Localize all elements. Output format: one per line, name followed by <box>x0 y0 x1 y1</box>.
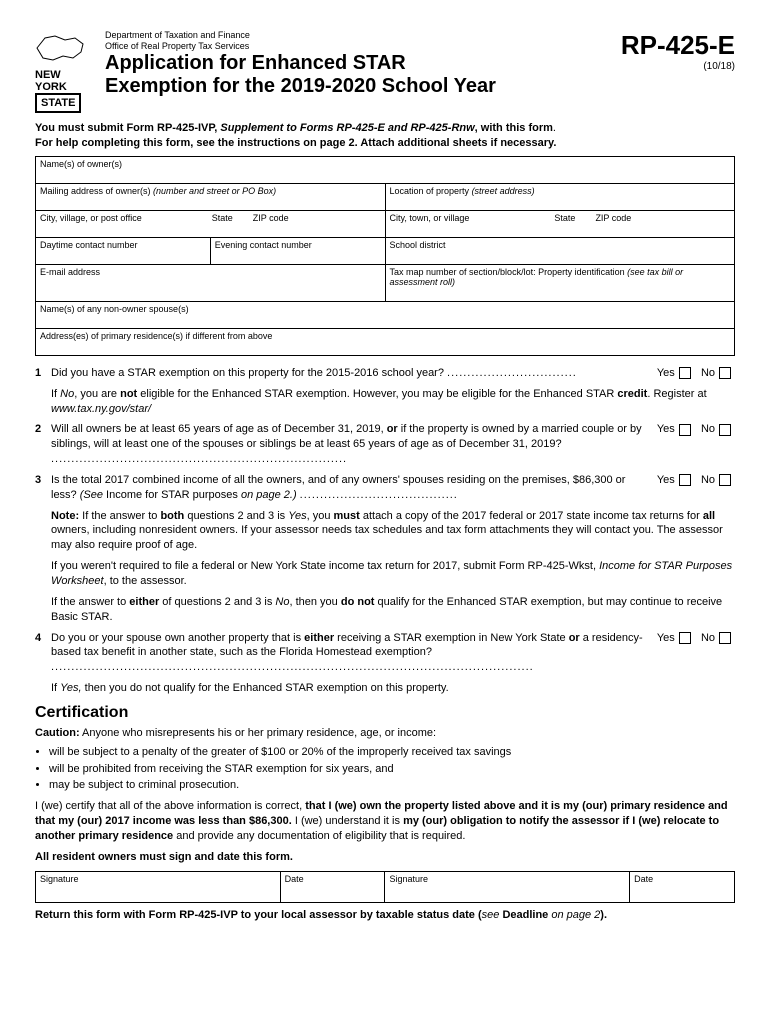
dept-line1: Department of Taxation and Finance <box>105 30 621 41</box>
title-block: Department of Taxation and Finance Offic… <box>105 30 621 98</box>
form-number: RP-425-E <box>621 30 735 61</box>
signature-table: Signature Date Signature Date <box>35 871 735 903</box>
caution-li3: may be subject to criminal prosecution. <box>49 778 735 793</box>
q3-note: Note: If the answer to both questions 2 … <box>51 509 735 554</box>
owner-info-table: Name(s) of owner(s) Mailing address of o… <box>35 156 735 356</box>
q1-num: 1 <box>35 366 51 381</box>
field-city1[interactable]: City, village, or post office State ZIP … <box>36 210 386 237</box>
nys-outline-icon <box>35 30 85 66</box>
question-4: 4 Do you or your spouse own another prop… <box>35 631 735 676</box>
logo-line1: NEW <box>35 69 61 81</box>
certification-heading: Certification <box>35 704 735 722</box>
instructions: You must submit Form RP-425-IVP, Supplem… <box>35 121 735 150</box>
field-taxmap[interactable]: Tax map number of section/block/lot: Pro… <box>385 264 735 301</box>
field-city2[interactable]: City, town, or village State ZIP code <box>385 210 735 237</box>
field-school[interactable]: School district <box>385 237 735 264</box>
caution-label: Caution: <box>35 727 80 739</box>
q4-no-label: No <box>701 632 715 644</box>
caution-li2: will be prohibited from receiving the ST… <box>49 762 735 777</box>
field-mailing-address[interactable]: Mailing address of owner(s) (number and … <box>36 183 386 210</box>
q2-num: 2 <box>35 422 51 467</box>
q3-no-label: No <box>701 474 715 486</box>
field-primary-residence[interactable]: Address(es) of primary residence(s) if d… <box>36 328 735 355</box>
signature-2[interactable]: Signature <box>385 871 630 902</box>
form-date: (10/18) <box>621 61 735 72</box>
q2-no-checkbox[interactable] <box>719 424 731 436</box>
q2a: Will all owners be at least 65 years of … <box>51 423 387 435</box>
q1-no-checkbox[interactable] <box>719 367 731 379</box>
q3-yes-label: Yes <box>657 474 675 486</box>
certify-text: I (we) certify that all of the above inf… <box>35 799 735 844</box>
field-nonowner-spouse[interactable]: Name(s) of any non-owner spouse(s) <box>36 301 735 328</box>
instr2: For help completing this form, see the i… <box>35 137 556 149</box>
question-3: 3 Is the total 2017 combined income of a… <box>35 473 735 503</box>
dept-line2: Office of Real Property Tax Services <box>105 41 621 52</box>
q1-no-label: No <box>701 367 715 379</box>
date-2[interactable]: Date <box>630 871 735 902</box>
q1-text: Did you have a STAR exemption on this pr… <box>51 367 447 379</box>
logo-line2: YORK <box>35 81 67 93</box>
q2-yes-checkbox[interactable] <box>679 424 691 436</box>
instr1c: , with this form <box>475 122 553 134</box>
q1-yes-label: Yes <box>657 367 675 379</box>
logo-line3: STATE <box>35 93 81 113</box>
signature-1[interactable]: Signature <box>36 871 281 902</box>
q1-subtext: If No, you are not eligible for the Enha… <box>51 387 735 417</box>
field-daytime[interactable]: Daytime contact number <box>36 237 211 264</box>
questions-section: 1 Did you have a STAR exemption on this … <box>35 366 735 696</box>
q3-p2: If you weren't required to file a federa… <box>51 559 735 589</box>
form-title-2: Exemption for the 2019-2020 School Year <box>105 75 621 98</box>
form-header: NEW YORK STATE Department of Taxation an… <box>35 30 735 113</box>
q4-yes-label: Yes <box>657 632 675 644</box>
q2-no-label: No <box>701 423 715 435</box>
q1-yes-checkbox[interactable] <box>679 367 691 379</box>
question-1: 1 Did you have a STAR exemption on this … <box>35 366 735 381</box>
q3-no-checkbox[interactable] <box>719 474 731 486</box>
instr1b: Supplement to Forms RP-425-E and RP-425-… <box>220 122 474 134</box>
certification-body: Caution: Anyone who misrepresents his or… <box>35 726 735 865</box>
q2-yes-label: Yes <box>657 423 675 435</box>
q4a: Do you or your spouse own another proper… <box>51 632 304 644</box>
q4-num: 4 <box>35 631 51 676</box>
sign-instruction: All resident owners must sign and date t… <box>35 851 293 863</box>
q3-num: 3 <box>35 473 51 503</box>
question-2: 2 Will all owners be at least 65 years o… <box>35 422 735 467</box>
q3-yes-checkbox[interactable] <box>679 474 691 486</box>
field-names[interactable]: Name(s) of owner(s) <box>36 156 735 183</box>
date-1[interactable]: Date <box>280 871 385 902</box>
return-instruction: Return this form with Form RP-425-IVP to… <box>35 909 735 921</box>
field-property-location[interactable]: Location of property (street address) <box>385 183 735 210</box>
q3-p3: If the answer to either of questions 2 a… <box>51 595 735 625</box>
instr1a: You must submit Form RP-425-IVP, <box>35 122 220 134</box>
q4-no-checkbox[interactable] <box>719 632 731 644</box>
nys-logo: NEW YORK STATE <box>35 30 95 113</box>
caution-li1: will be subject to a penalty of the grea… <box>49 745 735 760</box>
q4-subtext: If Yes, then you do not qualify for the … <box>51 681 735 696</box>
q4-yes-checkbox[interactable] <box>679 632 691 644</box>
form-number-block: RP-425-E (10/18) <box>621 30 735 72</box>
field-evening[interactable]: Evening contact number <box>210 237 385 264</box>
form-title-1: Application for Enhanced STAR <box>105 52 621 75</box>
field-email[interactable]: E-mail address <box>36 264 386 301</box>
